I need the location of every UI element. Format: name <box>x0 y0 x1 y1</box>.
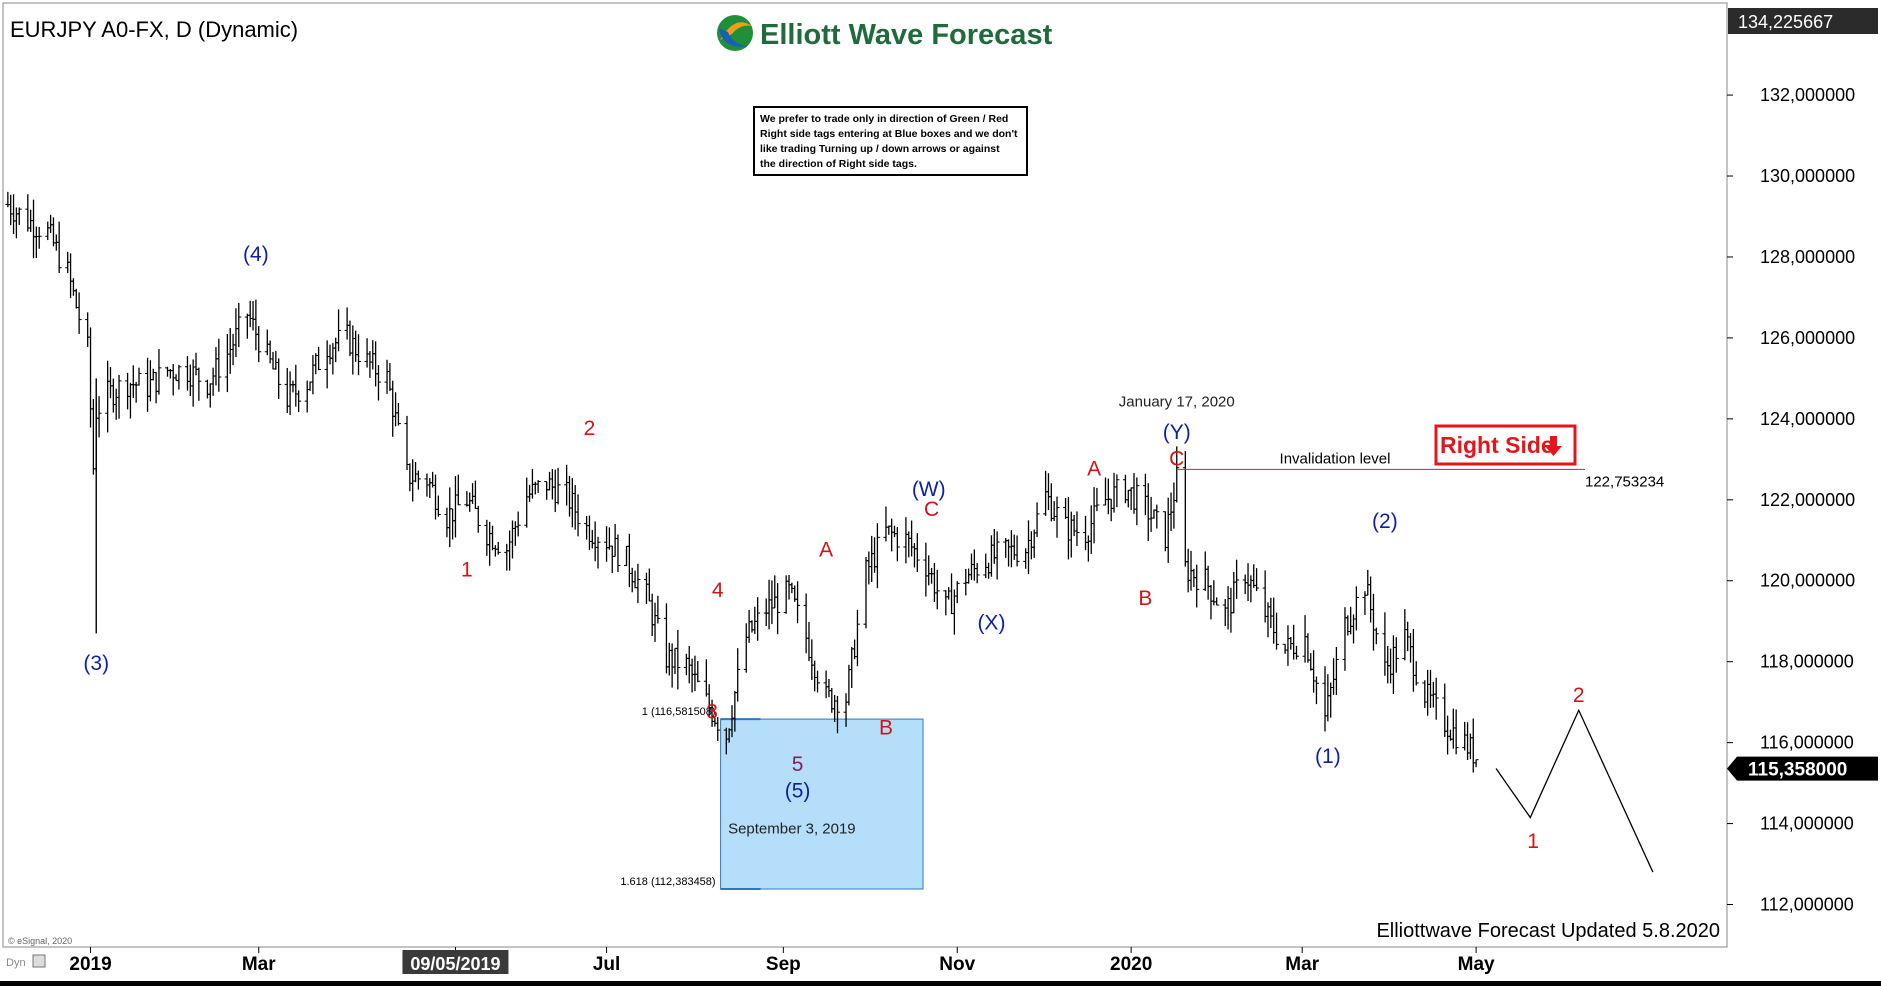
wave-label: A <box>819 538 833 561</box>
price-tick-label: 120,000000 <box>1760 571 1855 591</box>
wave-label: C <box>924 498 939 521</box>
wave-label: 1 <box>1527 830 1539 853</box>
wave-label: 1 <box>461 559 473 582</box>
wave-label: (5) <box>785 779 811 802</box>
right-side-tag: Right Side <box>1434 424 1577 466</box>
price-tick-label: 130,000000 <box>1760 166 1855 186</box>
brand-logo: Elliott Wave Forecast <box>717 15 1053 51</box>
time-cursor-badge <box>402 950 509 974</box>
projection-path <box>1495 708 1654 873</box>
disclaimer-line: like trading Turning up / down arrows or… <box>760 143 1000 155</box>
wave-label: 5 <box>792 753 804 776</box>
wave-label: (1) <box>1315 745 1341 768</box>
wave-label: B <box>1138 587 1152 610</box>
footer-updated: Elliottwave Forecast Updated 5.8.2020 <box>1376 920 1720 942</box>
price-tick-label: 132,000000 <box>1760 85 1855 105</box>
disclaimer-line: the direction of Right side tags. <box>760 158 917 170</box>
projection-line <box>1495 708 1654 873</box>
price-tick-label: 124,000000 <box>1760 409 1855 429</box>
wave-label: A <box>1087 458 1101 481</box>
wave-label: 2 <box>1573 684 1585 707</box>
fib-target-box <box>720 718 924 890</box>
invalidation-layer: Invalidation level 122,753234 <box>1176 450 1664 490</box>
fib-box-layer: 1 (116,581508) 1.618 (112,383458) <box>620 706 924 891</box>
wave-label: (4) <box>243 243 269 266</box>
time-tick-label: 2019 <box>69 954 111 975</box>
invalidation-value: 122,753234 <box>1585 473 1664 490</box>
right-side-tag-label: Right Side <box>1440 432 1554 458</box>
fib-top-label: 1 (116,581508) <box>642 706 716 718</box>
time-tick-label: Jul <box>593 954 620 975</box>
time-tick-label: Nov <box>939 954 975 975</box>
esignal-credit: © eSignal, 2020 <box>8 936 72 946</box>
wave-label: (X) <box>977 611 1005 634</box>
time-tick-label: Sep <box>766 954 801 975</box>
wave-label: B <box>879 717 893 740</box>
logo-swoosh-blue-icon <box>719 28 748 47</box>
time-tick-label: 2020 <box>1110 954 1152 975</box>
time-axis: 2019 Mar 09/05/2019 Jul Sep Nov 2020 Mar May <box>69 947 1495 975</box>
wave-label: (W) <box>912 478 946 501</box>
price-tick-label: 126,000000 <box>1760 328 1855 348</box>
top-price-label: 134,225667 <box>1738 12 1833 32</box>
dyn-label: Dyn <box>6 957 26 969</box>
date-annotation: January 17, 2020 <box>1119 394 1235 411</box>
logo-text: Elliott Wave Forecast <box>760 19 1053 51</box>
top-price-badge <box>1728 8 1878 34</box>
wave-label: C <box>1169 447 1184 470</box>
wave-label: (3) <box>83 652 109 675</box>
price-axis: 112,000000 114,000000 116,000000 118,000000… <box>1727 8 1878 915</box>
last-price-badge <box>1727 756 1878 781</box>
price-tick-label: 128,000000 <box>1760 247 1855 267</box>
price-bars <box>5 191 1479 773</box>
wave-label: 4 <box>712 579 724 602</box>
disclaimer-text: We prefer to trade only in direction of … <box>760 113 1018 170</box>
wave-label: (Y) <box>1163 421 1191 444</box>
time-tick-label: Mar <box>242 954 276 975</box>
last-price-label: 115,358000 <box>1748 760 1847 781</box>
chart-title: EURJPY A0-FX, D (Dynamic) <box>10 17 298 42</box>
price-tick-label: 114,000000 <box>1760 814 1854 834</box>
invalidation-label: Invalidation level <box>1280 450 1391 467</box>
dyn-toggle-button[interactable] <box>32 954 46 968</box>
wave-label: (2) <box>1372 510 1398 533</box>
time-tick-label: Mar <box>1285 954 1319 975</box>
disclaimer-box <box>753 106 1028 176</box>
date-annotation: September 3, 2019 <box>728 821 856 838</box>
price-tick-label: 116,000000 <box>1760 733 1854 753</box>
time-tick-label: May <box>1458 954 1495 975</box>
time-cursor-label: 09/05/2019 <box>410 954 500 974</box>
fib-bottom-label: 1.618 (112,383458) <box>620 876 715 888</box>
price-tick-label: 112,000000 <box>1760 895 1854 915</box>
price-tick-label: 118,000000 <box>1760 652 1854 672</box>
date-annotations: September 3, 2019 January 17, 2020 <box>728 394 1235 838</box>
down-arrow-icon <box>1545 436 1562 456</box>
wave-label: 2 <box>584 417 596 440</box>
price-tick-label: 122,000000 <box>1760 490 1855 510</box>
disclaimer-line: We prefer to trade only in direction of … <box>760 113 1008 125</box>
wave-label: 3 <box>706 700 718 723</box>
disclaimer-line: Right side tags entering at Blue boxes a… <box>760 128 1018 140</box>
